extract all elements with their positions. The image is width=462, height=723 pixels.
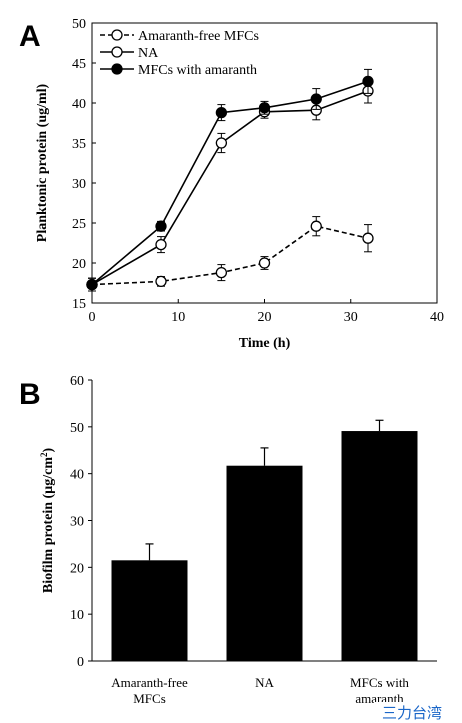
watermark-text: 三力台湾	[382, 705, 442, 722]
panel-a-y-tick-label: 30	[72, 177, 86, 192]
panel-a-data-point	[215, 266, 228, 279]
panel-a-series-na	[86, 78, 374, 292]
panel-a-legend-label: NA	[138, 46, 159, 61]
panel-b-category-label-line: NA	[255, 675, 274, 690]
panel-a-data-point	[86, 278, 98, 291]
panel-b-y-axis-title-main: Biofilm protein (µg/cm	[41, 457, 56, 593]
panel-a-legend-entry: NA	[100, 46, 159, 61]
panel-b-bar	[226, 465, 303, 661]
panel-b-letter: B	[19, 378, 41, 411]
panel-a-series-group	[86, 68, 374, 292]
panel-a-axes: 15 20 25 30 35 40 45 50 0 10 20 30 40	[72, 17, 444, 325]
panel-a-data-point	[258, 102, 271, 114]
panel-a-y-tick-label: 15	[72, 297, 86, 312]
panel-b-bar-group: NA	[226, 447, 303, 690]
panel-a-x-tick-label: 10	[171, 310, 185, 325]
panel-a: A 15 20 25 30 35 40 45 50 0 10 20 30 40 Amaranth-fre…	[19, 17, 444, 351]
panel-a-series-amaranth-free-mfcs	[86, 216, 374, 292]
panel-b-y-tick-label: 40	[70, 468, 84, 483]
panel-b-y-tick-label: 20	[70, 561, 84, 576]
panel-a-data-point	[310, 220, 322, 232]
panel-a-x-axis-title: Time (h)	[239, 336, 291, 351]
panel-b-category-label-line: MFCs with	[350, 675, 409, 690]
panel-a-data-point	[155, 238, 167, 251]
panel-a-x-tick-label: 20	[258, 310, 272, 325]
panel-b-bars: Amaranth-free MFCs NA MFCs with amaranth	[111, 419, 418, 706]
panel-a-y-axis-title: Planktonic protein (ug/ml)	[35, 83, 50, 242]
panel-b-category-label-line: Amaranth-free	[111, 675, 188, 690]
panel-a-x-tick-label: 0	[89, 310, 96, 325]
panel-a-series-line	[91, 90, 369, 286]
panel-a-legend-entry: Amaranth-free MFCs	[100, 29, 259, 44]
panel-b-y-tick-label: 50	[70, 421, 84, 436]
panel-b-category-label: NA	[255, 675, 274, 690]
panel-a-letter: A	[19, 20, 41, 53]
panel-b-y-tick-label: 10	[70, 608, 84, 623]
panel-a-legend-marker	[111, 63, 123, 75]
panel-a-series-line	[91, 80, 369, 286]
panel-b-y-tick-label: 60	[70, 374, 84, 389]
panel-a-x-tick-label: 40	[430, 310, 444, 325]
panel-a-data-point	[215, 106, 228, 119]
panel-b-bar	[111, 560, 188, 661]
watermark-backdrop	[374, 702, 462, 723]
panel-b-y-axis-title-superscript: 2	[39, 452, 49, 457]
panel-b-bar-group: Amaranth-free MFCs	[111, 543, 188, 706]
panel-b-y-tick-label: 30	[70, 515, 84, 530]
panel-a-x-tick-label: 30	[344, 310, 358, 325]
panel-b-bar-group: MFCs with amaranth	[341, 419, 418, 706]
panel-a-legend-label: Amaranth-free MFCs	[138, 29, 259, 44]
panel-a-data-point	[155, 275, 167, 288]
panel-a-series-mfcs-with-amaranth	[86, 68, 374, 292]
panel-a-y-tick-label: 25	[72, 217, 86, 232]
panel-a-y-tick-label: 20	[72, 257, 86, 272]
panel-a-data-point	[215, 137, 228, 149]
panel-b-y-axis-title-close: )	[41, 448, 56, 453]
panel-a-legend-label: MFCs with amaranth	[138, 63, 257, 78]
panel-a-legend-entry: MFCs with amaranth	[100, 63, 257, 78]
panel-a-y-tick-label: 35	[72, 137, 86, 152]
panel-b-y-axis-title: Biofilm protein (µg/cm2)	[39, 448, 56, 594]
panel-a-series-line	[91, 225, 369, 286]
panel-b-category-label: MFCs with amaranth	[350, 675, 409, 706]
panel-a-data-point	[362, 75, 374, 88]
panel-b-y-tick-label: 0	[77, 655, 84, 670]
panel-a-y-tick-label: 40	[72, 97, 86, 112]
panel-b: B 0 10 20 30 40 50 60 Amaranth-free MFCs NA MFCs …	[19, 374, 437, 706]
panel-a-data-point	[310, 93, 322, 105]
panel-b-bar	[341, 431, 418, 661]
panel-a-data-point	[258, 257, 271, 269]
panel-a-y-tick-label: 50	[72, 17, 86, 32]
panel-a-y-tick-label: 45	[72, 57, 86, 72]
panel-a-data-point	[362, 232, 374, 244]
panel-b-category-label: Amaranth-free MFCs	[111, 675, 188, 706]
panel-a-legend: Amaranth-free MFCs NA MFCs with amaranth	[100, 29, 259, 78]
panel-a-data-point	[155, 220, 167, 232]
panel-b-category-label-line: MFCs	[133, 691, 166, 706]
panel-a-legend-marker	[111, 46, 123, 58]
panel-a-legend-marker	[111, 29, 123, 41]
